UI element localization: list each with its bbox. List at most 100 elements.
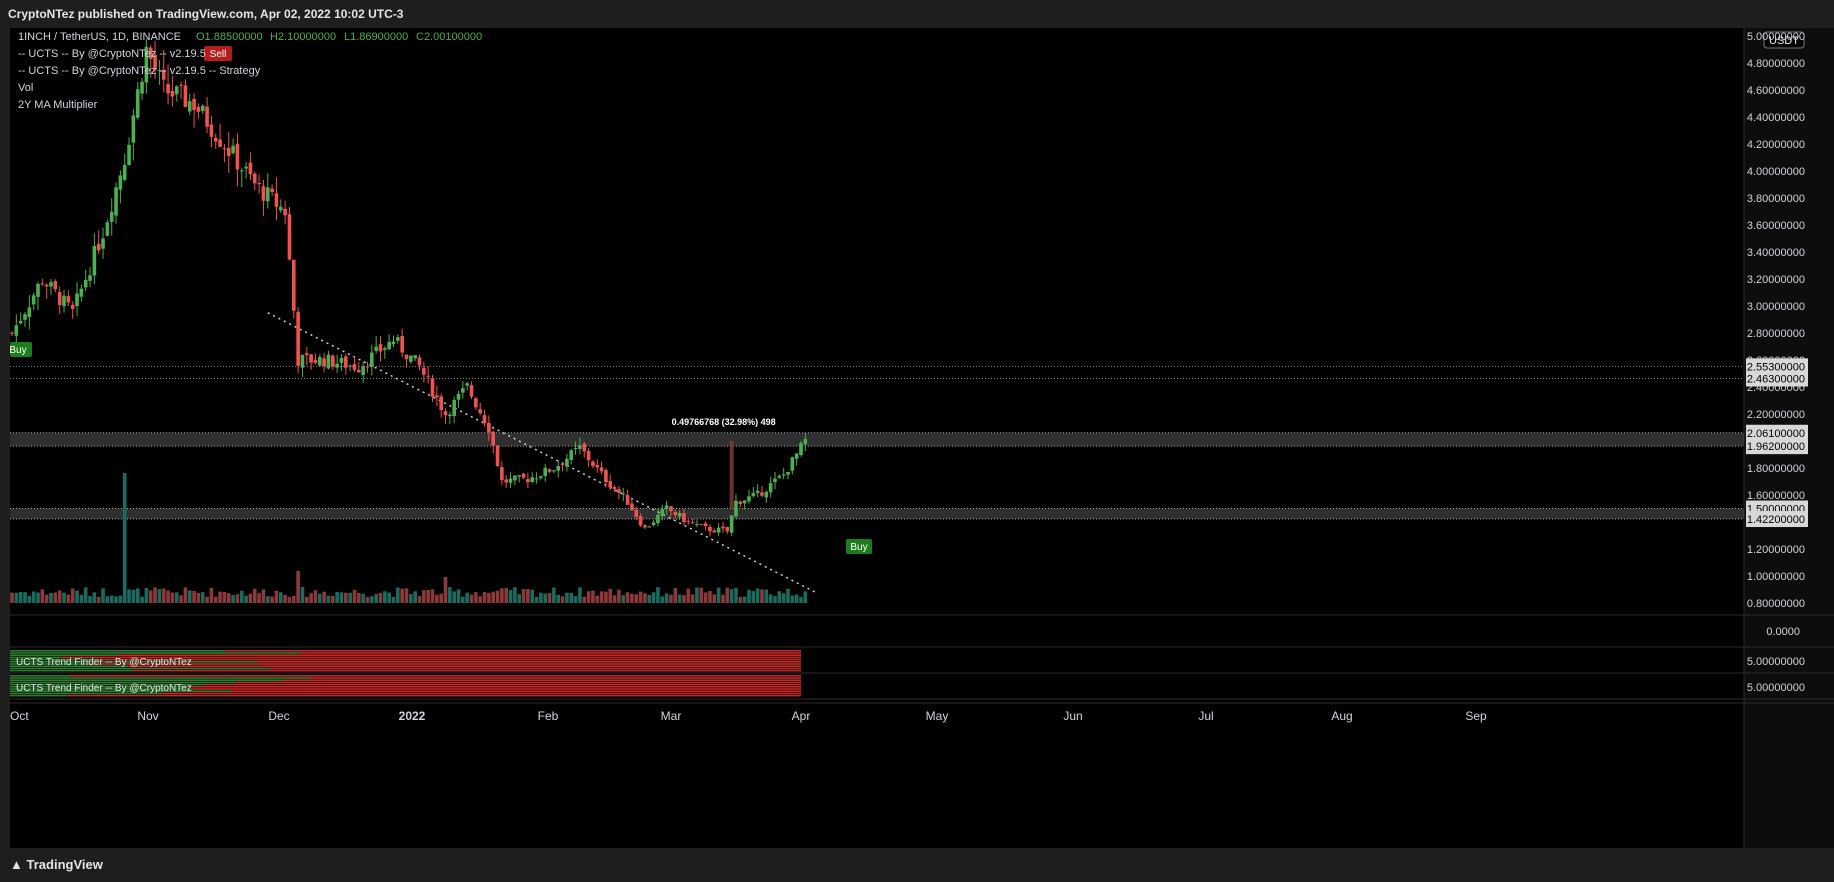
time-axis-label: May (926, 709, 949, 723)
tradingview-logo[interactable]: ▲ TradingView (10, 848, 103, 882)
candle-body (747, 496, 751, 502)
volume-bar (36, 592, 40, 603)
level-label-box (1746, 511, 1808, 528)
volume-bar (239, 590, 244, 603)
volume-bar (10, 592, 14, 603)
candle-body (313, 360, 318, 363)
trendline (267, 312, 816, 593)
price-tick-label: 3.40000000 (1747, 247, 1805, 259)
trend-stripe-green (10, 658, 99, 661)
volume-bar (370, 596, 374, 603)
candle-body (378, 344, 383, 352)
time-axis-label: Aug (1331, 709, 1352, 723)
candle-body (235, 143, 240, 170)
candle-body (348, 365, 352, 367)
trend-finder-pane-2 (10, 675, 802, 697)
measure-tool: 0.49766768 (32.98%) 498 (672, 417, 776, 509)
price-chart[interactable]: 0.49766768 (32.98%) 498 Sell Buy Buy 1IN… (9, 28, 1834, 848)
candle-body (439, 396, 443, 411)
trend-stripe-green (10, 677, 311, 679)
volume-bar (291, 596, 296, 603)
candle-body (621, 493, 626, 495)
candle-body (374, 346, 378, 351)
candle-body (270, 188, 274, 192)
volume-bar (383, 591, 387, 603)
candle-body (595, 464, 600, 468)
volume-bar (79, 594, 84, 603)
candle-body (296, 311, 300, 366)
volume-bar (500, 588, 504, 603)
candle-body (764, 491, 769, 498)
candle-body (352, 364, 357, 370)
volume-bars (10, 473, 808, 603)
volume-bar (148, 590, 153, 603)
legend-symbol: 1INCH / TetherUS, 1D, BINANCE (18, 31, 181, 43)
price-tick-label: 4.00000000 (1747, 166, 1805, 178)
volume-bar (261, 589, 266, 603)
volume-bar (803, 591, 808, 603)
candle-body (400, 335, 404, 353)
price-tick-label: 1.80000000 (1747, 463, 1805, 475)
candle-body (413, 355, 417, 359)
candle-body (578, 445, 582, 449)
volume-bar (322, 591, 326, 603)
volume-bar (161, 588, 166, 603)
volume-bar (474, 592, 478, 603)
volume-bar (604, 591, 608, 603)
candle-body (361, 366, 365, 375)
price-tick-label: 3.20000000 (1747, 274, 1805, 286)
volume-bar (794, 594, 799, 603)
time-axis[interactable]: Oct Nov Dec 2022 Feb Mar Apr May Jun Jul Aug Sep (10, 709, 1487, 723)
candle-body (712, 530, 717, 533)
volume-bar (200, 592, 205, 603)
volume-bar (491, 591, 496, 603)
volume-bar (543, 593, 548, 603)
candle-body (92, 245, 97, 276)
volume-bar (539, 592, 543, 603)
time-axis-label: Sep (1465, 709, 1487, 723)
candle-body (409, 355, 413, 362)
candle-body (682, 513, 686, 522)
candle-body (647, 526, 652, 528)
legend-indicator-4[interactable]: 2Y MA Multiplier (18, 99, 98, 111)
volume-bar (439, 593, 443, 603)
currency-badge[interactable]: USDT (1763, 31, 1805, 49)
time-axis-label: Dec (268, 709, 289, 723)
volume-bar (396, 587, 400, 603)
candles (10, 38, 808, 537)
buy-badge-main (846, 539, 872, 554)
candle-body (344, 356, 348, 368)
candle-body (526, 479, 530, 483)
volume-bar (513, 587, 517, 603)
candle-body (75, 293, 79, 307)
volume-bar (690, 594, 695, 603)
candle-body (781, 474, 786, 476)
candle-body (200, 105, 205, 112)
legend-indicator-1[interactable]: -- UCTS -- By @CryptoNTez -- v2.19.5 (18, 48, 206, 60)
candle-body (630, 503, 634, 511)
candle-body (686, 520, 691, 522)
trend-finder-label-2: UCTS Trend Finder -- By @CryptoNTez (16, 683, 192, 694)
legend-indicator-3[interactable]: Vol (18, 82, 33, 94)
candle-body (109, 211, 114, 222)
candle-body (543, 467, 548, 477)
candle-body (226, 147, 231, 156)
candle-body (192, 98, 196, 110)
candle-body (179, 84, 183, 86)
candle-body (205, 106, 209, 127)
volume-bar (339, 592, 344, 603)
candle-body (304, 353, 309, 356)
volume-bar (317, 593, 322, 603)
volume-bar (348, 592, 352, 603)
candle-body (40, 283, 45, 285)
volume-bar (695, 587, 699, 603)
legend-indicator-2[interactable]: -- UCTS -- By @CryptoNTez -- v2.19.5 -- … (18, 65, 261, 77)
candle-body (244, 166, 248, 169)
sell-badge-label: Sell (210, 49, 227, 60)
candle-body (760, 492, 764, 496)
volume-bar (274, 590, 279, 603)
candle-body (521, 473, 526, 478)
volume-bar (88, 596, 92, 603)
candle-body (88, 275, 92, 281)
candle-body (331, 355, 335, 367)
